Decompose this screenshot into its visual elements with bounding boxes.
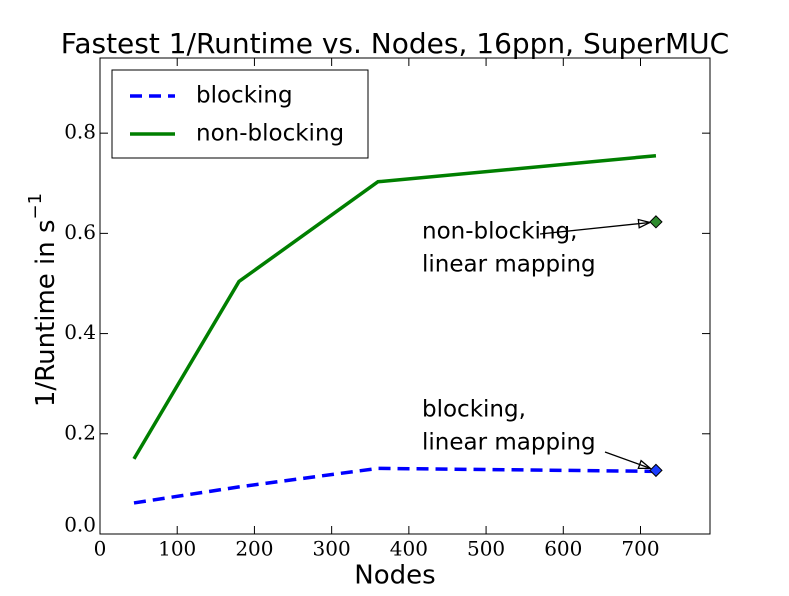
- series-line: [133, 466, 656, 505]
- arrow-head: [637, 459, 653, 470]
- annotation-text: linear mapping: [422, 430, 596, 456]
- y-tick-label: 0.8: [64, 120, 96, 144]
- y-axis-label-text: 1/Runtime in s: [31, 219, 61, 407]
- series-line: [132, 153, 657, 460]
- x-tick-label: 200: [235, 537, 273, 561]
- y-axis-label-sup: −1: [25, 193, 46, 220]
- x-tick-label: 700: [621, 537, 659, 561]
- y-tick-label: 0.4: [64, 320, 96, 344]
- legend-label: blocking: [196, 83, 293, 109]
- x-tick-label: 0: [94, 537, 107, 561]
- annotation-marker: [649, 463, 663, 478]
- arrow-head: [637, 218, 652, 229]
- legend-label: non-blocking: [196, 121, 344, 147]
- annotation-arrow: [604, 451, 651, 469]
- x-tick-label: 500: [467, 537, 505, 561]
- annotation-marker: [649, 215, 663, 229]
- annotation-text: non-blocking,: [422, 219, 577, 245]
- annotation-text: linear mapping: [422, 252, 596, 278]
- y-tick-label: 0.0: [64, 513, 96, 537]
- annotation-arrow: [539, 221, 651, 235]
- chart-title: Fastest 1/Runtime vs. Nodes, 16ppn, Supe…: [61, 27, 729, 60]
- x-tick-label: 300: [313, 537, 351, 561]
- legend-box: [111, 69, 369, 159]
- x-axis-label: Nodes: [354, 561, 435, 591]
- x-tick-label: 100: [158, 537, 196, 561]
- x-tick-label: 400: [390, 537, 428, 561]
- y-tick-label: 0.2: [64, 420, 96, 444]
- y-axis-label: 1/Runtime in s−1: [25, 193, 61, 407]
- y-tick-label: 0.6: [64, 220, 96, 244]
- plot-frame: [99, 57, 711, 535]
- annotation-text: blocking,: [422, 397, 526, 423]
- x-tick-label: 600: [544, 537, 582, 561]
